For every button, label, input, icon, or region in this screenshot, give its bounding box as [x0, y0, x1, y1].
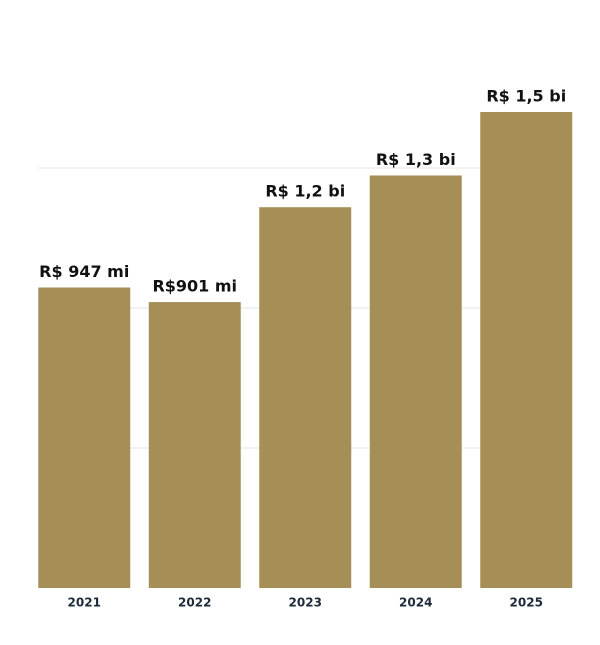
bar [148, 302, 241, 588]
value-label: R$ 947 mi [39, 262, 129, 281]
bar [259, 207, 352, 588]
value-label: R$ 1,2 bi [265, 182, 345, 201]
x-tick-label: 2024 [399, 596, 432, 610]
bar [369, 175, 462, 588]
value-label: R$901 mi [152, 277, 237, 296]
bar [480, 112, 573, 588]
x-tick-label: 2022 [178, 596, 211, 610]
value-label: R$ 1,5 bi [486, 87, 566, 106]
x-tick-label: 2025 [510, 596, 543, 610]
x-tick-label: 2021 [68, 596, 101, 610]
bar [38, 287, 131, 588]
value-label: R$ 1,3 bi [376, 150, 456, 169]
x-tick-label: 2023 [289, 596, 322, 610]
